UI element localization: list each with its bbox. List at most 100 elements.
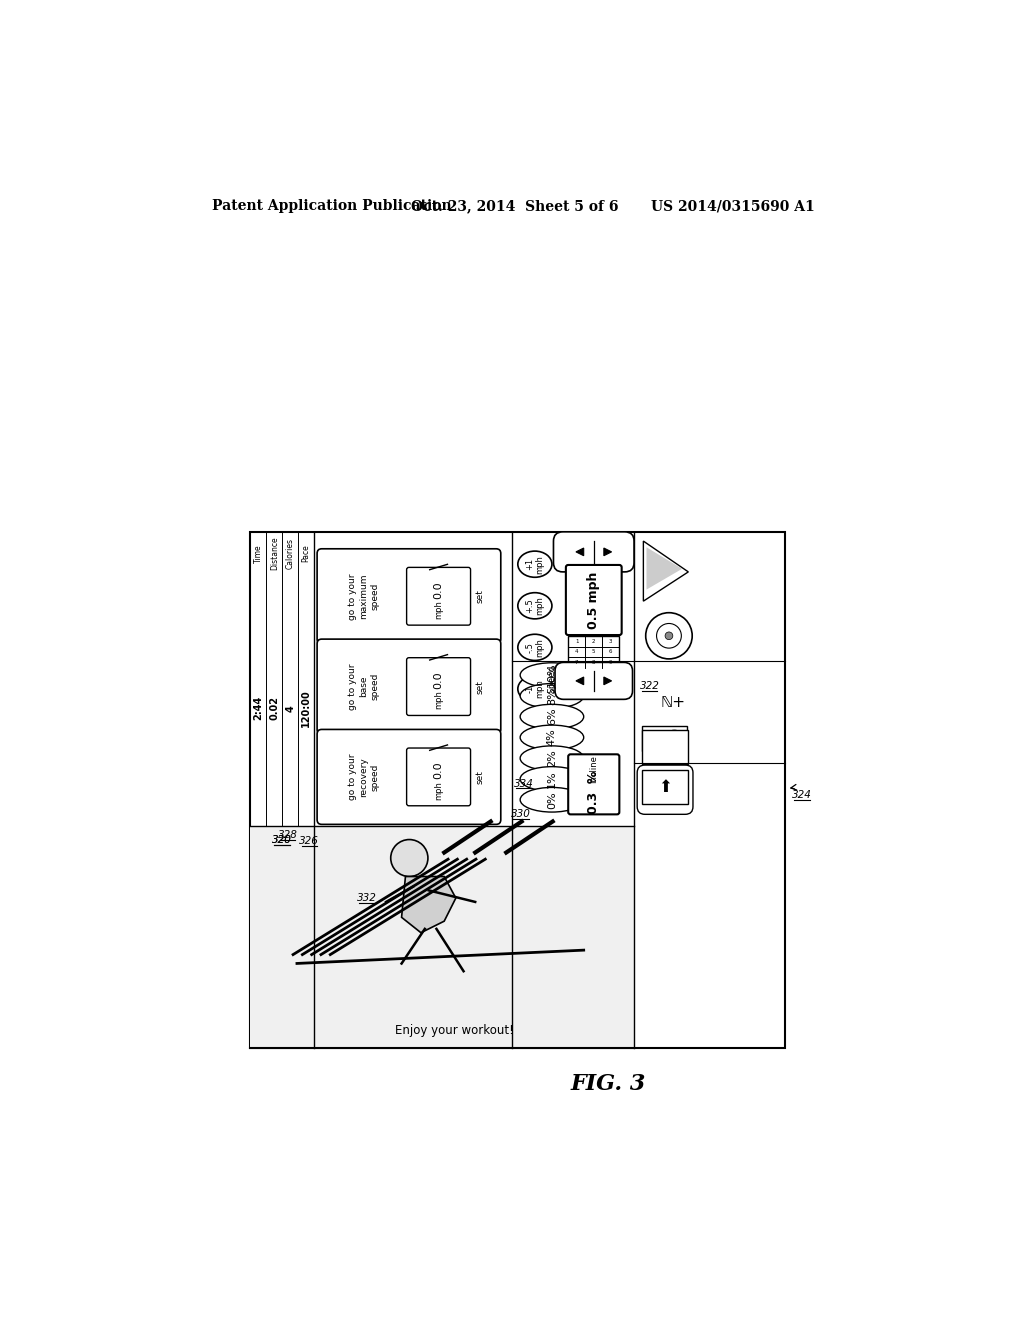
Circle shape [666,730,683,747]
Text: 3: 3 [609,639,612,644]
Text: 4: 4 [285,705,295,711]
Text: ℕ+: ℕ+ [660,694,685,710]
Text: Distance: Distance [269,537,279,570]
Text: FIG. 3: FIG. 3 [570,1073,646,1096]
Text: 322: 322 [640,681,659,690]
Ellipse shape [518,552,552,577]
Polygon shape [401,876,456,933]
FancyBboxPatch shape [566,565,622,635]
Text: set: set [476,589,485,603]
Text: -.5
mph: -.5 mph [525,638,545,657]
Text: 8%: 8% [547,686,557,705]
Text: Patent Application Publication: Patent Application Publication [212,199,452,213]
Bar [568,636,620,668]
Text: 8: 8 [592,660,596,665]
Text: 0%: 0% [547,791,557,809]
Text: 6%: 6% [547,708,557,726]
Ellipse shape [520,684,584,709]
FancyBboxPatch shape [317,639,501,734]
Polygon shape [643,541,688,601]
Text: 332: 332 [356,894,377,903]
FancyBboxPatch shape [568,754,620,814]
Ellipse shape [520,746,584,771]
Text: 4: 4 [574,649,579,655]
Text: Oct. 23, 2014  Sheet 5 of 6: Oct. 23, 2014 Sheet 5 of 6 [411,199,618,213]
FancyBboxPatch shape [317,730,501,825]
Text: 0.5 mph: 0.5 mph [588,572,600,628]
Text: 0.02: 0.02 [269,696,280,721]
Text: 0.0: 0.0 [433,672,443,689]
Polygon shape [604,548,611,556]
Text: -1
mph: -1 mph [525,680,545,698]
Bar [642,771,688,804]
Ellipse shape [518,676,552,702]
Ellipse shape [520,705,584,729]
Text: 6: 6 [609,649,612,655]
Text: Time: Time [254,544,263,562]
Text: 0.0: 0.0 [433,762,443,779]
Text: 326: 326 [299,837,319,846]
Text: 7: 7 [574,660,579,665]
Text: go to your
base
speed: go to your base speed [348,664,379,710]
Text: go to your
maximum
speed: go to your maximum speed [348,573,379,619]
Text: 5: 5 [592,649,596,655]
Text: set: set [476,680,485,693]
Bar [251,532,785,1048]
FancyBboxPatch shape [407,568,471,626]
Text: Incline: Incline [589,755,598,783]
Circle shape [646,612,692,659]
Polygon shape [575,548,584,556]
Text: mph: mph [434,690,443,709]
Text: Speed: Speed [548,665,556,693]
Text: 1%: 1% [547,770,557,788]
Ellipse shape [520,788,584,812]
Circle shape [656,623,681,648]
Text: 320: 320 [272,834,292,845]
Text: 0.0: 0.0 [433,581,443,599]
FancyBboxPatch shape [317,549,501,644]
Text: Enjoy your workout!: Enjoy your workout! [394,1024,513,1038]
Text: +.5
mph: +.5 mph [525,597,545,615]
Polygon shape [575,677,584,685]
Ellipse shape [520,663,584,688]
Text: +1
mph: +1 mph [525,554,545,574]
Text: set: set [476,770,485,784]
FancyBboxPatch shape [407,657,471,715]
FancyBboxPatch shape [637,766,693,814]
Text: 9: 9 [609,660,612,665]
Text: 10%: 10% [547,663,557,688]
Text: 120:00: 120:00 [301,689,311,727]
Text: 324: 324 [793,791,812,800]
Bar [642,730,688,764]
Bar [642,726,687,751]
Text: 0.3  %: 0.3 % [588,771,600,814]
Circle shape [665,632,673,640]
FancyBboxPatch shape [407,748,471,805]
Text: ⬆: ⬆ [658,779,672,796]
Text: Pace: Pace [301,545,310,562]
FancyBboxPatch shape [554,532,634,572]
Text: mph: mph [434,780,443,800]
Circle shape [391,840,428,876]
Polygon shape [604,677,611,685]
Text: 330: 330 [511,809,530,820]
Text: go to your
recovery
speed: go to your recovery speed [348,754,379,800]
FancyBboxPatch shape [555,663,633,700]
Text: 2:44: 2:44 [253,696,263,721]
Text: 4%: 4% [547,729,557,746]
Text: 320: 320 [272,834,292,845]
Text: 1: 1 [574,639,579,644]
Bar [251,826,634,1048]
Text: US 2014/0315690 A1: US 2014/0315690 A1 [651,199,815,213]
Ellipse shape [520,725,584,750]
Ellipse shape [520,767,584,791]
Text: 2: 2 [592,639,596,644]
Text: mph: mph [434,601,443,619]
Text: 328: 328 [278,830,298,840]
Ellipse shape [518,635,552,660]
Text: 334: 334 [514,779,534,788]
Ellipse shape [518,593,552,619]
Text: 2%: 2% [547,750,557,767]
Polygon shape [646,548,682,590]
Text: Calories: Calories [286,539,295,569]
